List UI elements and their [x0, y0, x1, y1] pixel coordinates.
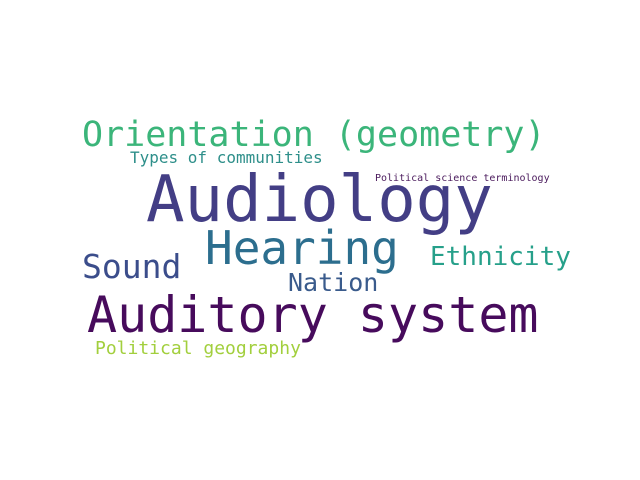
word-types-of-communities: Types of communities [130, 148, 323, 167]
word-audiology: Audiology [146, 163, 493, 237]
word-hearing: Hearing [205, 221, 399, 275]
word-ethnicity: Ethnicity [430, 242, 571, 272]
word-political-geography: Political geography [95, 338, 301, 359]
word-orientation-geometry: Orientation (geometry) [82, 115, 546, 155]
word-sound: Sound [82, 247, 182, 286]
word-political-science-terminology: Political science terminology [375, 173, 550, 184]
word-nation: Nation [288, 268, 379, 297]
word-auditory-system: Auditory system [87, 286, 539, 344]
